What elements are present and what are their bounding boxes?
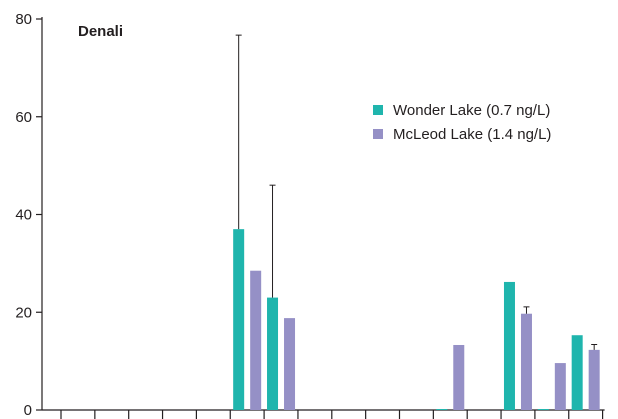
y-tick-label: 40 [15,207,32,224]
bar [554,363,566,410]
bar [267,297,279,410]
legend-label-mcleod-lake: McLeod Lake (1.4 ng/L) [393,126,551,143]
bar [588,349,600,410]
bar [453,344,465,410]
y-axis: 0 20 40 60 80 [15,11,43,419]
error-bars [235,34,598,350]
y-tick-label: 20 [15,304,32,321]
bar [520,313,532,410]
bars [233,229,600,411]
legend-label-wonder-lake: Wonder Lake (0.7 ng/L) [393,102,550,119]
y-tick-label: 80 [15,11,32,28]
bar [250,270,262,410]
y-tick-label: 60 [15,109,32,126]
bar [503,281,515,410]
chart-title: Denali [78,23,123,40]
bar [233,229,245,410]
legend: Wonder Lake (0.7 ng/L) McLeod Lake (1.4 … [373,102,551,143]
x-axis [42,409,605,419]
y-tick-label: 0 [24,402,32,419]
legend-swatch-wonder-lake [373,105,383,115]
bar [284,318,296,410]
bar [571,335,583,410]
bar [537,409,549,411]
legend-swatch-mcleod-lake [373,129,383,139]
bar [436,409,448,411]
